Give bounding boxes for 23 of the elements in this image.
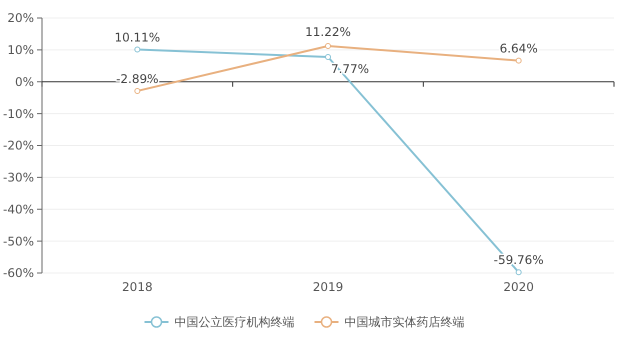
- y-tick-label: -30%: [2, 170, 34, 185]
- y-tick-label: -10%: [2, 106, 34, 121]
- point: [134, 88, 140, 94]
- y-tick-label: -20%: [2, 138, 34, 153]
- legend-label: 中国城市实体药店终端: [344, 315, 464, 330]
- x-tick-label: 2018: [122, 280, 153, 294]
- point: [325, 42, 331, 49]
- y-tick-label: -40%: [2, 202, 34, 216]
- point: [134, 46, 140, 53]
- y-tick-label: 0%: [14, 74, 34, 89]
- x-tick-label: 2019: [312, 280, 344, 294]
- data-label: 10.11%: [114, 30, 160, 45]
- legend-label: 中国公立医疗机构终端: [174, 315, 294, 330]
- y-tick-label: -50%: [2, 234, 34, 248]
- x-tick-label: 2020: [503, 280, 534, 294]
- y-tick-label: -60%: [2, 266, 34, 280]
- data-label: 11.22%: [305, 24, 351, 39]
- point: [325, 54, 331, 60]
- point: [516, 58, 522, 64]
- y-tick-label: 20%: [7, 11, 34, 26]
- point: [516, 269, 522, 276]
- data-label: 6.64%: [500, 42, 538, 56]
- y-tick-label: 10%: [7, 43, 34, 58]
